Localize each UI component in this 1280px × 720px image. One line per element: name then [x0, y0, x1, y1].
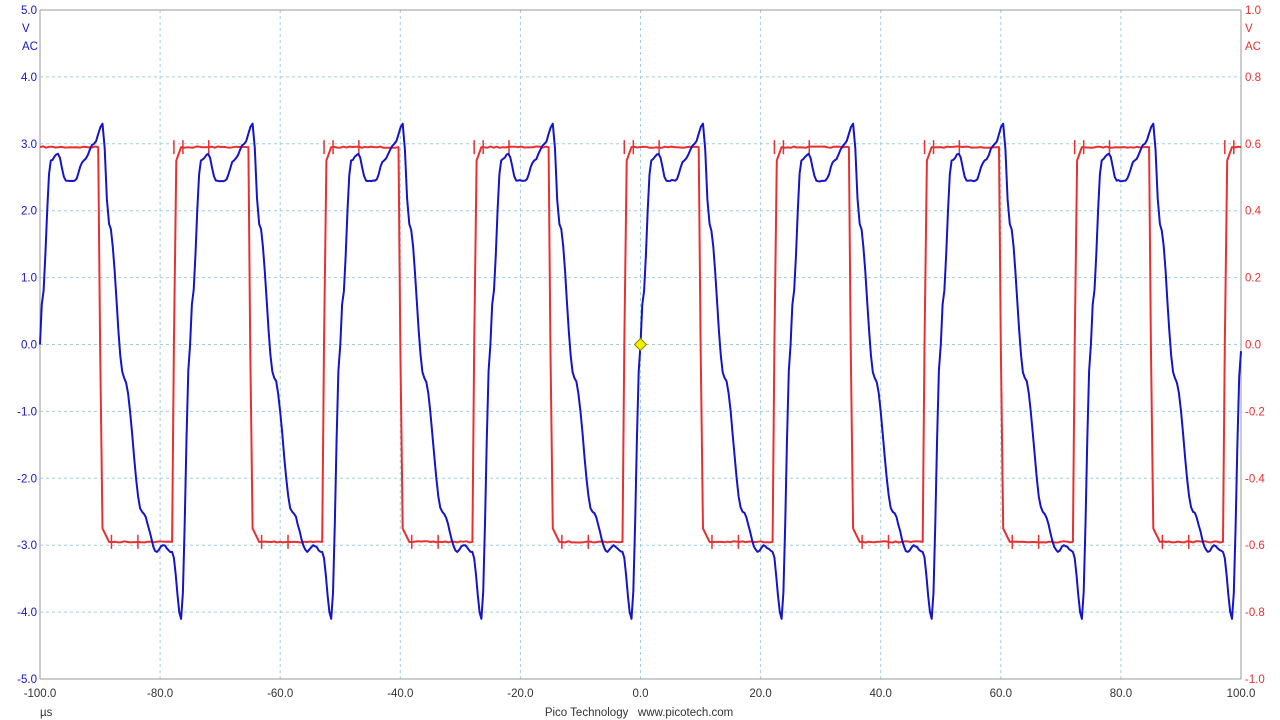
right-y-tick-label: 1.0 [1245, 5, 1261, 17]
left-y-tick-label: -4.0 [17, 607, 37, 619]
footer-credit: Pico Technology www.picotech.com [545, 707, 733, 719]
right-y-tick-label: -0.6 [1245, 540, 1265, 552]
right-y-tick-label: 0.2 [1245, 273, 1261, 285]
left-y-tick-label: 4.0 [21, 72, 37, 84]
channel-b-trace [39, 145, 1242, 544]
x-tick-label: 100.0 [1227, 688, 1256, 700]
time-unit-label: µs [40, 707, 53, 719]
right-y-tick-label: 0.4 [1245, 206, 1262, 218]
x-tick-label: -100.0 [24, 688, 57, 700]
left-axis-coupling: AC [22, 41, 38, 53]
right-axis-coupling: AC [1245, 41, 1261, 53]
x-tick-label: -20.0 [507, 688, 533, 700]
left-y-tick-label: 1.0 [21, 273, 37, 285]
trigger-marker-icon[interactable] [633, 337, 648, 352]
right-y-tick-label: 0.6 [1245, 139, 1261, 151]
left-y-tick-label: -1.0 [17, 406, 37, 418]
right-y-tick-label: 0.8 [1245, 72, 1261, 84]
left-y-tick-label: 5.0 [21, 5, 37, 17]
right-y-tick-label: -0.2 [1245, 406, 1265, 418]
right-y-tick-label: -0.4 [1245, 473, 1265, 485]
right-y-tick-label: -1.0 [1245, 674, 1265, 686]
x-tick-label: 80.0 [1110, 688, 1132, 700]
x-tick-label: 60.0 [990, 688, 1012, 700]
trigger-marker-group[interactable] [633, 337, 648, 352]
left-axis-unit: V [22, 23, 30, 35]
x-tick-label: -40.0 [387, 688, 413, 700]
left-y-tick-label: -5.0 [17, 674, 37, 686]
x-tick-label: -80.0 [147, 688, 173, 700]
x-tick-label: 40.0 [870, 688, 892, 700]
x-tick-label: 20.0 [749, 688, 771, 700]
axis-labels: V AC V AC µs Pico Technology www.picotec… [17, 5, 1265, 719]
left-y-tick-label: 2.0 [21, 206, 37, 218]
x-tick-label: 0.0 [633, 688, 649, 700]
right-axis-unit: V [1245, 23, 1253, 35]
x-tick-label: -60.0 [267, 688, 293, 700]
left-y-tick-label: -3.0 [17, 540, 37, 552]
right-y-tick-label: 0.0 [1245, 340, 1261, 352]
left-y-tick-label: 3.0 [21, 139, 37, 151]
left-y-tick-label: 0.0 [21, 340, 37, 352]
left-y-tick-label: -2.0 [17, 473, 37, 485]
right-y-tick-label: -0.8 [1245, 607, 1265, 619]
